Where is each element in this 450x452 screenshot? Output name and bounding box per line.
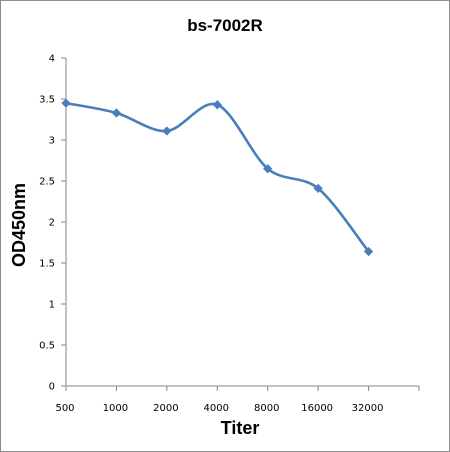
y-tick-label: 2 <box>49 218 55 229</box>
y-tick-label: 2.5 <box>39 177 55 188</box>
x-tick-label: 500 <box>55 403 74 414</box>
y-axis-ticks: 0 0.5 1 1.5 2 2.5 3 3.5 4 <box>39 54 66 393</box>
data-point-marker <box>363 246 374 257</box>
x-tick-label: 16000 <box>301 403 333 414</box>
series-layer <box>61 98 374 257</box>
data-point-marker <box>313 183 323 194</box>
y-axis-title: OD450nm <box>9 183 29 267</box>
data-point-marker <box>111 108 122 118</box>
data-point-marker <box>212 100 222 110</box>
y-tick-label: 0 <box>49 382 55 393</box>
y-tick-label: 3 <box>49 136 55 147</box>
y-tick-label: 1.5 <box>39 259 55 270</box>
x-tick-label: 4000 <box>204 403 229 414</box>
x-axis-ticks: 500 1000 2000 4000 8000 16000 32000 <box>55 386 420 414</box>
data-point-marker <box>263 164 273 174</box>
data-point-marker <box>162 126 172 136</box>
y-tick-label: 3.5 <box>39 95 55 106</box>
x-tick-label: 1000 <box>103 403 128 414</box>
data-point-marker <box>61 98 71 108</box>
y-tick-label: 1 <box>49 300 55 311</box>
x-axis-title: Titer <box>221 418 260 438</box>
x-tick-label: 32000 <box>352 403 384 414</box>
chart-title: bs-7002R <box>187 16 263 35</box>
y-tick-label: 4 <box>49 54 55 65</box>
x-tick-label: 8000 <box>254 403 279 414</box>
y-tick-label: 0.5 <box>39 341 55 352</box>
x-tick-label: 2000 <box>153 403 178 414</box>
